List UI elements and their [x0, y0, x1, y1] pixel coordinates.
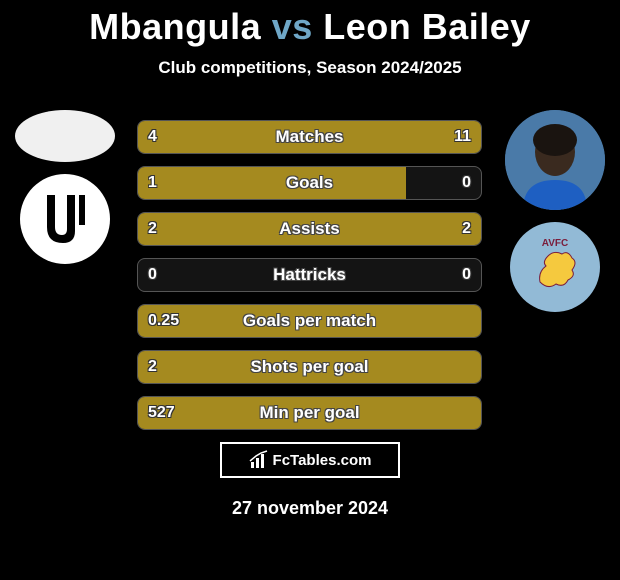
stats-bars: 411Matches 10Goals 22Assists 00Hattricks 0.2… — [137, 120, 482, 442]
right-column: AVFC — [496, 110, 614, 312]
stat-row: 527Min per goal — [137, 396, 482, 430]
comparison-title: Mbangula vs Leon Bailey — [0, 0, 620, 48]
brand-box: FcTables.com — [220, 442, 400, 478]
svg-text:AVFC: AVFC — [542, 238, 568, 249]
avfc-logo-icon: AVFC — [520, 232, 590, 302]
stat-label: Hattricks — [138, 265, 481, 285]
stat-label: Matches — [138, 127, 481, 147]
stat-row: 0.25Goals per match — [137, 304, 482, 338]
player2-avatar-icon — [505, 110, 605, 210]
brand-chart-icon — [249, 450, 269, 470]
left-column — [6, 110, 124, 264]
stat-label: Goals — [138, 173, 481, 193]
stat-row: 2Shots per goal — [137, 350, 482, 384]
juventus-logo-icon — [35, 189, 95, 249]
stat-label: Goals per match — [138, 311, 481, 331]
player1-club-logo — [20, 174, 110, 264]
stat-row: 10Goals — [137, 166, 482, 200]
subtitle: Club competitions, Season 2024/2025 — [0, 58, 620, 78]
stat-label: Assists — [138, 219, 481, 239]
player1-avatar — [15, 110, 115, 162]
player2-avatar — [505, 110, 605, 210]
stat-row: 00Hattricks — [137, 258, 482, 292]
stat-row: 411Matches — [137, 120, 482, 154]
player1-name: Mbangula — [89, 6, 261, 47]
stat-label: Shots per goal — [138, 357, 481, 377]
stat-label: Min per goal — [138, 403, 481, 423]
vs-text: vs — [272, 6, 313, 47]
player2-club-logo: AVFC — [510, 222, 600, 312]
date-text: 27 november 2024 — [0, 498, 620, 519]
brand-text: FcTables.com — [273, 452, 372, 469]
stat-row: 22Assists — [137, 212, 482, 246]
player2-name: Leon Bailey — [323, 6, 531, 47]
